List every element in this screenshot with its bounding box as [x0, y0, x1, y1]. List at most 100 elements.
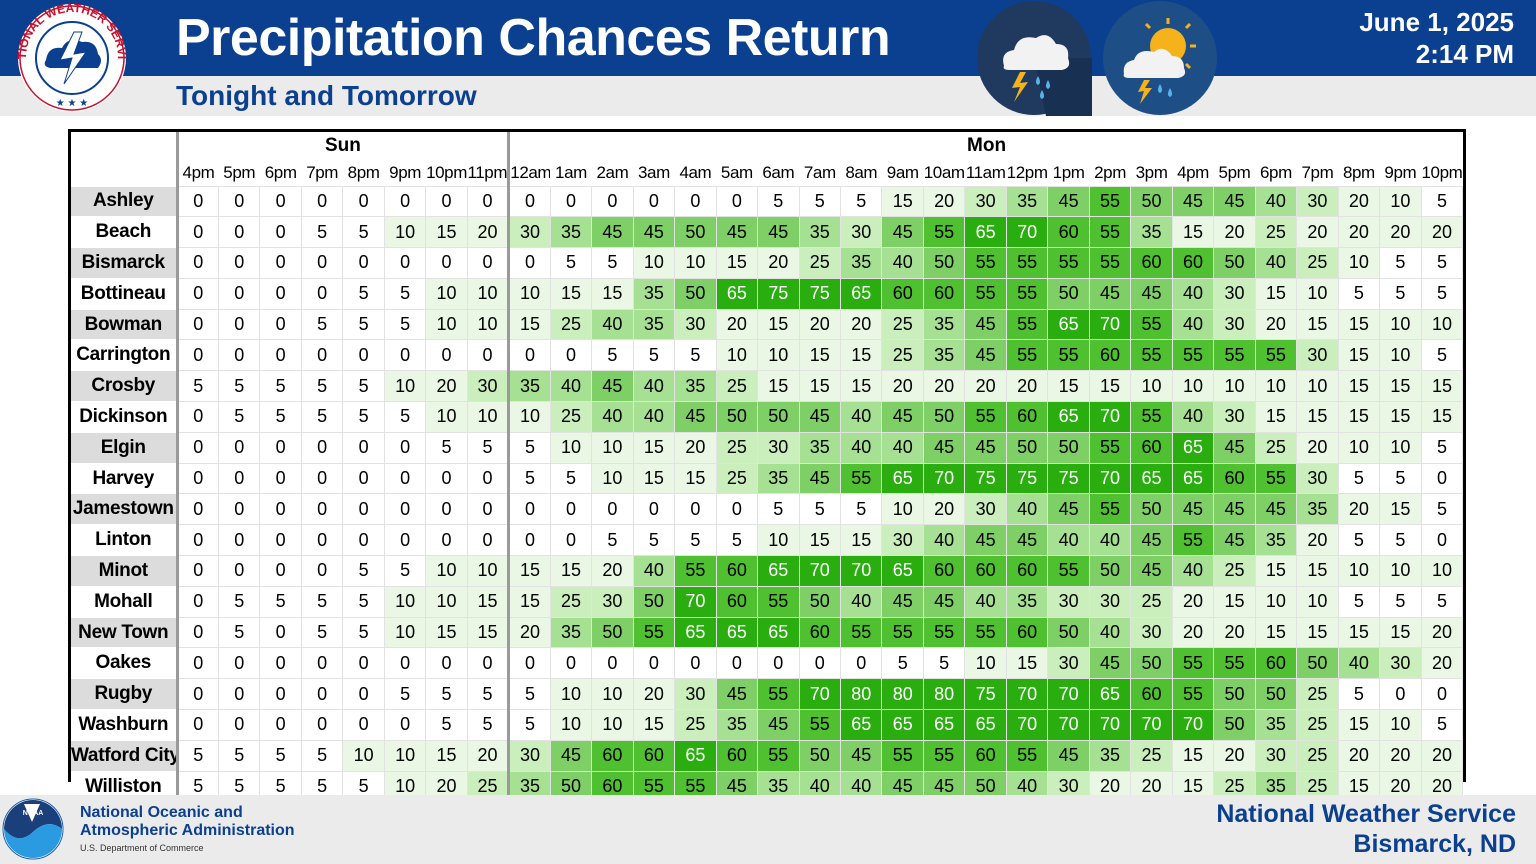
precip-value-cell: 60: [632, 739, 676, 772]
hour-label: 5pm: [223, 162, 256, 182]
precip-value-cell: 15: [1337, 401, 1381, 433]
precip-value-cell: 5: [300, 216, 344, 249]
precip-value-cell: 10: [632, 247, 676, 279]
precip-value-cell: 70: [1130, 709, 1173, 741]
precip-value-cell: 0: [383, 339, 427, 372]
precip-value-cell: 55: [1130, 339, 1173, 372]
precip-value-cell: 0: [549, 493, 593, 526]
precip-value-cell: 0: [342, 185, 385, 218]
city-name: Bowman: [71, 309, 179, 341]
precip-value-cell: 5: [715, 524, 759, 557]
precip-value-cell: 15: [1420, 401, 1464, 433]
hour-header-row: 4pm 5pm 6pm 7pm 8pm 9pm 10pm 11pm 12am 1am 2am 3am 4…: [71, 159, 1463, 187]
precip-value-cell: 15: [632, 709, 676, 741]
precip-value-cell: 30: [591, 585, 634, 618]
precip-value-cell: 10: [383, 739, 427, 772]
precip-value-cell: 25: [1296, 739, 1339, 772]
precip-value-cell: 55: [798, 709, 842, 741]
precip-value-cell: 10: [383, 216, 427, 249]
precip-value-cell: 15: [840, 524, 883, 557]
precip-value-cell: 35: [1005, 585, 1049, 618]
precip-value-cell: 10: [1337, 431, 1381, 464]
precip-value-cell: 30: [840, 216, 883, 249]
precip-value-cell: 5: [217, 401, 261, 433]
precip-value-cell: 5: [840, 493, 883, 526]
precip-value-cell: 5: [342, 616, 385, 649]
precip-value-cell: 0: [259, 247, 302, 279]
precip-value-cell: 0: [300, 247, 344, 279]
precip-value-cell: 40: [840, 431, 883, 464]
table-row: Bismarck 0 0 0 0 0 0 0 0 0 5 5 10 10 15 20 25 35 40 50 55 55 5…: [71, 247, 1464, 279]
precip-value-cell: 0: [176, 555, 219, 587]
table-row: Beach 0 0 0 5 5 10 15 20 30 35 45 45 50 45 45 35 30 45 55 65…: [71, 216, 1464, 249]
precip-value-cell: 0: [259, 339, 302, 372]
precip-value-cell: 0: [1420, 524, 1464, 557]
precip-value-cell: 15: [1296, 616, 1339, 649]
precip-value-cell: 25: [549, 308, 593, 341]
precip-value-cell: 15: [591, 277, 634, 310]
precip-value-cell: 55: [1171, 339, 1215, 372]
precip-value-cell: 60: [1213, 462, 1256, 495]
precip-value-cell: 0: [466, 647, 510, 680]
precip-value-cell: 0: [632, 493, 676, 526]
precip-value-cell: 5: [217, 739, 261, 772]
precip-value-cell: 40: [1171, 401, 1215, 433]
precip-value-cell: 15: [1379, 401, 1422, 433]
precip-value-cell: 55: [840, 462, 883, 495]
precip-value-cell: 0: [176, 277, 219, 310]
precip-value-cell: 50: [1005, 431, 1049, 464]
precip-value-cell: 15: [1337, 339, 1381, 372]
hour-label: 9am: [886, 162, 919, 182]
precip-value-cell: 45: [1047, 185, 1090, 218]
precip-value-cell: 10: [1296, 277, 1339, 310]
precip-value-cell: 10: [425, 555, 468, 587]
precip-value-cell: 0: [507, 493, 551, 526]
table-row: Jamestown 0 0 0 0 0 0 0 0 0 0 0 0 0 0 5 5 5 10 20 30 40 45 55 50…: [71, 493, 1464, 526]
precip-value-cell: 45: [881, 401, 924, 433]
precip-value-cell: 45: [549, 739, 593, 772]
precip-value-cell: 0: [383, 647, 427, 680]
precip-value-cell: 5: [507, 709, 551, 741]
precip-value-cell: 15: [466, 585, 510, 618]
precip-value-cell: 5: [881, 647, 924, 680]
precip-value-cell: 15: [1337, 370, 1381, 403]
precip-value-cell: 65: [715, 277, 759, 310]
precip-value-cell: 20: [466, 216, 510, 249]
precip-value-cell: 10: [425, 277, 468, 310]
corner-cell: [71, 159, 179, 187]
precip-value-cell: 15: [1005, 647, 1049, 680]
precip-value-cell: 30: [964, 493, 1007, 526]
hour-label: 6am: [762, 162, 795, 182]
precip-value-cell: 5: [674, 339, 717, 372]
table-row: Harvey 0 0 0 0 0 0 0 0 5 5 10 15 15 25 35 45 55 65 70 75 75 75…: [71, 462, 1464, 495]
precip-value-cell: 25: [881, 339, 924, 372]
precip-value-cell: 15: [1337, 616, 1381, 649]
precip-value-cell: 0: [300, 277, 344, 310]
precip-value-cell: 5: [1420, 431, 1464, 464]
precip-value-cell: 65: [881, 462, 924, 495]
precip-value-cell: 60: [715, 739, 759, 772]
precip-value-cell: 50: [1130, 647, 1173, 680]
precip-value-cell: 25: [1130, 739, 1173, 772]
precip-value-cell: 15: [1379, 370, 1422, 403]
precip-value-cell: 40: [1171, 308, 1215, 341]
precip-value-cell: 40: [591, 308, 634, 341]
hour-label: 3pm: [1135, 162, 1168, 182]
precip-value-cell: 0: [300, 185, 344, 218]
precip-value-cell: 20: [1296, 216, 1339, 249]
precip-value-cell: 0: [176, 678, 219, 711]
precip-value-cell: 30: [674, 678, 717, 711]
precip-value-cell: 45: [1213, 431, 1256, 464]
svg-text:★ ★ ★: ★ ★ ★: [56, 98, 88, 109]
hour-label: 4pm: [182, 162, 215, 182]
precip-value-cell: 5: [466, 678, 510, 711]
precip-value-cell: 0: [217, 647, 261, 680]
precip-value-cell: 0: [300, 555, 344, 587]
precip-value-cell: 55: [840, 616, 883, 649]
precip-value-cell: 10: [1171, 370, 1215, 403]
precip-value-cell: 55: [674, 555, 717, 587]
precip-value-cell: 45: [881, 216, 924, 249]
precip-value-cell: 0: [507, 647, 551, 680]
precip-value-cell: 20: [1337, 216, 1381, 249]
precip-value-cell: 5: [1337, 462, 1381, 495]
